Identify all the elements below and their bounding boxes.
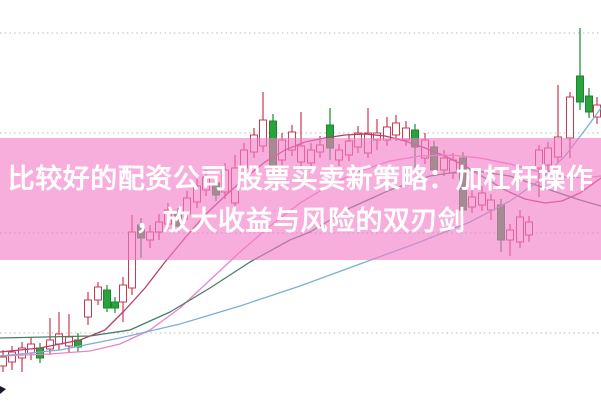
candle-up: [8, 351, 16, 363]
candle-up: [0, 356, 7, 367]
title-line-1: 比较好的配资公司 股票买卖新策略：加杠杆操作: [7, 164, 594, 194]
candle-up: [94, 286, 102, 301]
title-banner: 比较好的配资公司 股票买卖新策略：加杠杆操作 ，放大收益与风险的双刃剑: [0, 138, 601, 260]
corner-glyph: [0, 386, 6, 394]
candle-down: [111, 301, 119, 309]
candle-up: [84, 299, 92, 318]
candle-up: [392, 122, 400, 136]
candle-up: [566, 96, 574, 139]
candle-down: [36, 347, 44, 359]
candle-down: [103, 289, 111, 309]
title-line-2: ，放大收益与风险的双刃剑: [135, 206, 466, 236]
candle-up: [55, 333, 63, 345]
candle-down: [585, 95, 593, 113]
candle-up: [46, 339, 54, 350]
candle-up: [119, 284, 127, 303]
candle-down: [576, 75, 584, 103]
